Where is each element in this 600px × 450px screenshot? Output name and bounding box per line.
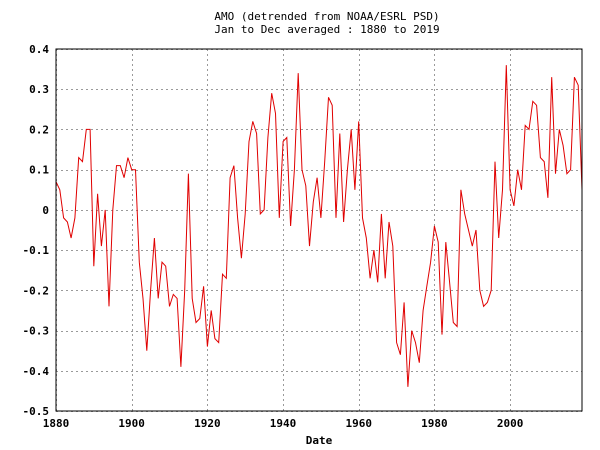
chart-subtitle: Jan to Dec averaged : 1880 to 2019 bbox=[214, 23, 439, 36]
y-axis-ticks: -0.5 -0.4 -0.3 -0.2 -0.1 0 0.1 0.2 0.3 0.4 bbox=[23, 43, 50, 418]
x-tick-label: 2000 bbox=[497, 417, 524, 430]
y-tick-label: 0.2 bbox=[29, 123, 49, 136]
y-tick-label: 0.4 bbox=[29, 43, 49, 56]
plot-frame bbox=[55, 48, 583, 412]
x-tick-label: 1900 bbox=[118, 417, 145, 430]
x-tick-label: 1880 bbox=[43, 417, 70, 430]
amo-series-line bbox=[55, 65, 583, 387]
y-tick-label: 0.3 bbox=[29, 83, 49, 96]
x-tick-label: 1940 bbox=[270, 417, 297, 430]
y-tick-label: -0.1 bbox=[23, 244, 50, 257]
x-axis-ticks: 1880 1900 1920 1940 1960 1980 2000 bbox=[43, 417, 524, 430]
chart-title: AMO (detrended from NOAA/ESRL PSD) bbox=[214, 10, 439, 23]
y-tick-label: 0 bbox=[42, 204, 49, 217]
x-axis-label: Date bbox=[306, 434, 333, 447]
grid-lines bbox=[56, 49, 582, 412]
x-tick-label: 1980 bbox=[421, 417, 448, 430]
y-tick-label: -0.4 bbox=[23, 365, 50, 378]
y-tick-label: -0.3 bbox=[23, 325, 50, 338]
y-tick-label: -0.5 bbox=[23, 405, 50, 418]
x-tick-label: 1920 bbox=[194, 417, 221, 430]
y-tick-label: -0.2 bbox=[23, 284, 50, 297]
series-layer bbox=[55, 65, 583, 387]
y-tick-label: 0.1 bbox=[29, 164, 49, 177]
x-tick-label: 1960 bbox=[345, 417, 372, 430]
